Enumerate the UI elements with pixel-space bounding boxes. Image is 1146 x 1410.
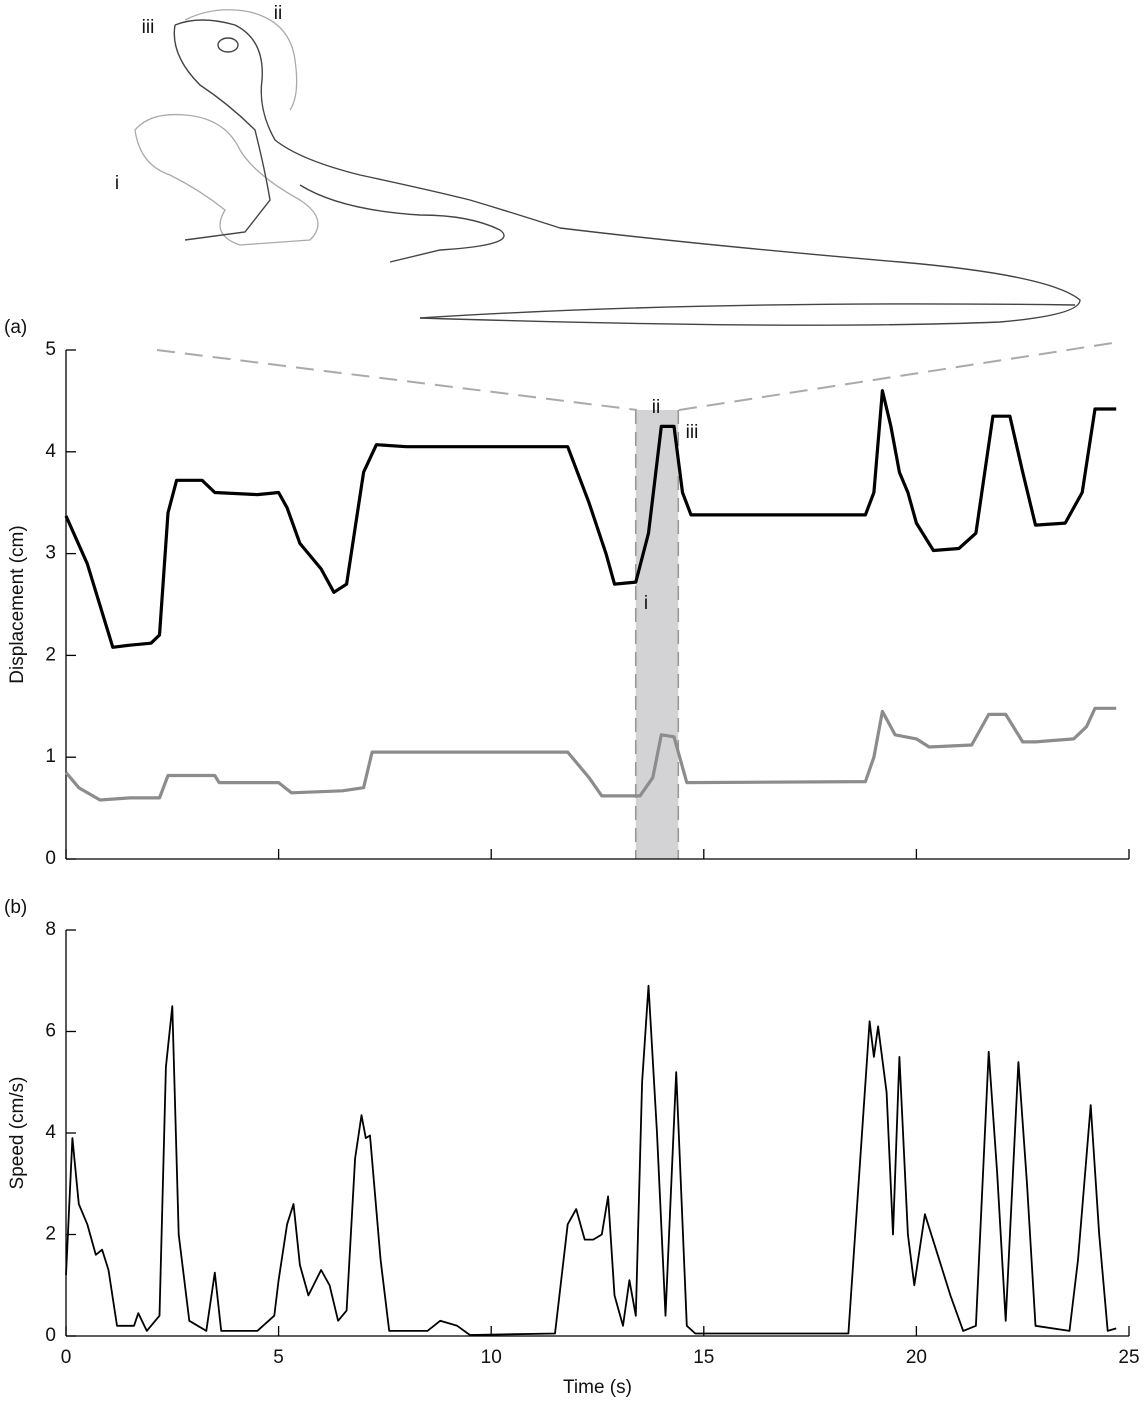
pose-label: ii [274,3,282,24]
data-line [64,706,1117,802]
panel-label: (a) [4,317,27,338]
lizard-hind-leg [299,184,505,263]
annotation: ii [652,397,660,418]
lizard-eye [217,37,239,53]
y-tick-label: 3 [45,543,56,564]
lizard-illustration [134,9,1081,326]
y-tick-label: 2 [45,1224,56,1245]
y-tick-label: 1 [45,746,56,767]
y-tick-label: 4 [45,441,56,462]
pose-label: i [115,173,119,194]
annotation: iii [686,422,699,443]
y-tick-label: 6 [45,1021,56,1042]
data-line [64,389,1117,649]
x-tick-label: 5 [273,1347,284,1368]
y-axis-label: Displacement (cm) [7,525,28,683]
projection-line [156,349,638,411]
x-tick-label: 25 [1118,1347,1139,1368]
data-line [65,984,1117,1336]
panel-label: (b) [4,897,27,918]
x-tick-label: 20 [906,1347,927,1368]
annotation: i [644,593,648,614]
highlight-band [635,410,679,859]
lizard-tail-lower [419,303,1076,319]
lizard-front [173,24,271,241]
y-tick-label: 0 [45,1325,56,1346]
lizard-pose-i [134,113,319,246]
x-tick-label: 15 [693,1347,714,1368]
x-axis-label: Time (s) [563,1377,632,1398]
y-axis-label: Speed (cm/s) [7,1077,28,1190]
y-tick-label: 4 [45,1122,56,1143]
y-tick-label: 8 [45,919,56,940]
lizard-pose-ii [184,9,298,111]
x-tick-label: 10 [481,1347,502,1368]
y-tick-label: 0 [45,848,56,869]
y-tick-label: 5 [45,339,56,360]
pose-label: iii [142,17,155,38]
lizard-body-upper [174,19,1081,326]
x-tick-label: 0 [61,1347,72,1368]
projection-line [678,342,1114,411]
y-tick-label: 2 [45,644,56,665]
